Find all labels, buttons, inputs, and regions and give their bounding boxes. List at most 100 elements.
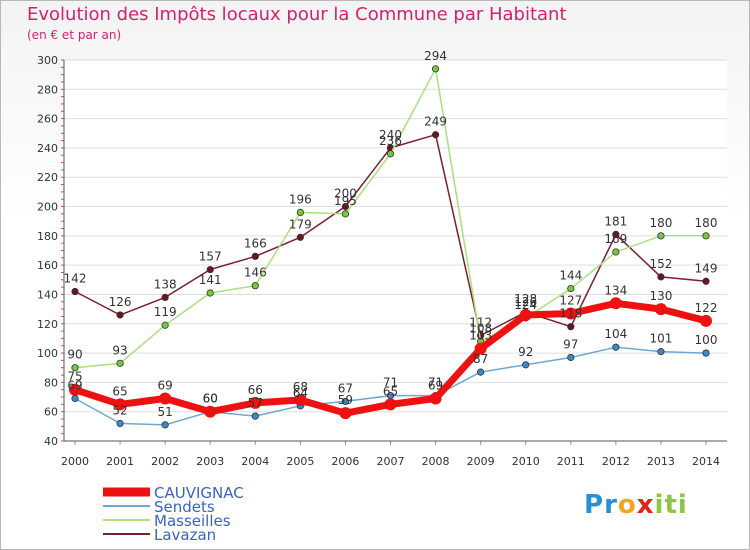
y-tick-label: 140	[37, 288, 58, 301]
data-point-lavazan	[296, 233, 304, 241]
data-point-sendets	[567, 353, 575, 362]
data-point-sendets	[71, 394, 79, 403]
data-point-cauvignac	[519, 308, 532, 321]
y-tick-label: 220	[37, 171, 58, 184]
logo-letter: t	[664, 490, 678, 520]
y-tick-label: 280	[37, 83, 58, 96]
data-label-lavazan: 138	[154, 277, 177, 291]
data-point-sendets	[612, 343, 620, 351]
data-label-lavazan: 240	[379, 128, 402, 142]
data-point-cauvignac	[700, 314, 712, 327]
data-label-lavazan: 200	[334, 187, 357, 201]
data-point-lavazan	[161, 293, 169, 301]
data-point-cauvignac	[294, 393, 307, 406]
data-label-cauvignac: 103	[469, 329, 492, 343]
legend-label-lavazan: Lavazan	[154, 526, 216, 544]
x-tick-label: 2008	[422, 455, 450, 468]
y-tick-label: 160	[37, 259, 58, 272]
data-label-masseilles: 108	[469, 321, 492, 335]
x-tick-label: 2012	[602, 455, 630, 468]
data-point-masseilles	[431, 65, 440, 73]
x-tick-label: 2007	[377, 455, 405, 468]
data-label-sendets: 71	[383, 376, 398, 390]
data-point-cauvignac	[609, 297, 622, 310]
data-point-masseilles	[567, 284, 575, 293]
data-label-masseilles: 180	[649, 216, 672, 230]
data-label-lavazan: 249	[424, 115, 447, 129]
legend-label-cauvignac: CAUVIGNAC	[154, 484, 244, 502]
data-point-sendets	[116, 419, 124, 428]
data-label-sendets: 64	[293, 386, 308, 400]
data-point-lavazan	[251, 252, 259, 260]
data-point-masseilles	[657, 232, 665, 240]
data-label-masseilles: 169	[604, 232, 627, 246]
data-point-sendets	[657, 348, 665, 356]
data-label-cauvignac: 134	[604, 283, 627, 297]
data-point-masseilles	[251, 282, 259, 290]
data-point-masseilles	[161, 321, 169, 329]
y-tick-label: 180	[37, 230, 58, 243]
data-label-cauvignac: 66	[248, 383, 263, 397]
y-tick-label: 300	[37, 54, 58, 67]
data-label-lavazan: 166	[244, 236, 267, 250]
logo-letter: o	[617, 490, 637, 520]
data-label-sendets: 87	[473, 352, 488, 366]
data-label-lavazan: 112	[469, 315, 492, 329]
data-label-lavazan: 157	[199, 250, 222, 264]
data-label-lavazan: 126	[109, 295, 132, 309]
data-label-masseilles: 236	[379, 134, 402, 148]
data-label-lavazan: 181	[604, 214, 627, 228]
data-label-lavazan: 149	[695, 261, 718, 275]
data-point-sendets	[251, 412, 259, 420]
data-label-sendets: 52	[112, 403, 127, 417]
data-point-sendets	[341, 397, 350, 406]
x-tick-label: 2014	[692, 455, 720, 468]
data-label-sendets: 51	[158, 405, 173, 419]
logo-letter: r	[604, 490, 618, 520]
data-label-masseilles: 93	[112, 343, 127, 357]
data-point-cauvignac	[159, 392, 172, 405]
x-tick-label: 2004	[241, 455, 269, 468]
data-label-sendets: 71	[428, 376, 443, 390]
y-tick-label: 80	[44, 376, 58, 389]
data-label-masseilles: 90	[67, 348, 82, 362]
data-label-lavazan: 179	[289, 217, 312, 231]
data-label-sendets: 100	[695, 333, 718, 347]
data-point-masseilles	[341, 210, 350, 218]
logo-letter: i	[654, 490, 665, 520]
y-tick-label: 200	[37, 201, 58, 214]
data-point-masseilles	[296, 208, 304, 216]
data-label-lavazan: 152	[649, 257, 672, 271]
data-label-sendets: 69	[67, 379, 82, 393]
y-tick-label: 100	[37, 347, 58, 360]
data-label-cauvignac: 126	[514, 295, 537, 309]
data-label-cauvignac: 127	[559, 294, 582, 308]
data-point-lavazan	[612, 230, 620, 238]
y-tick-label: 240	[37, 142, 58, 155]
x-tick-label: 2006	[331, 455, 359, 468]
data-label-sendets: 92	[518, 345, 533, 359]
data-label-masseilles: 144	[559, 269, 582, 283]
data-point-cauvignac	[384, 398, 397, 411]
data-point-lavazan	[341, 202, 350, 211]
data-point-cauvignac	[429, 392, 442, 405]
data-label-cauvignac: 122	[695, 301, 718, 315]
data-label-masseilles: 195	[334, 194, 357, 208]
data-point-cauvignac	[204, 405, 217, 418]
data-point-masseilles	[702, 232, 710, 240]
x-tick-label: 2005	[286, 455, 314, 468]
legend-label-masseilles: Masseilles	[154, 512, 231, 530]
data-label-cauvignac: 65	[112, 384, 127, 398]
data-label-cauvignac: 130	[649, 289, 672, 303]
data-point-cauvignac	[474, 342, 487, 355]
data-label-cauvignac: 69	[428, 379, 443, 393]
x-tick-label: 2010	[512, 455, 540, 468]
data-label-sendets: 101	[649, 332, 672, 346]
data-label-sendets: 57	[248, 396, 263, 410]
data-label-lavazan: 142	[64, 272, 87, 286]
proxiti-logo: Proxiti	[584, 490, 688, 520]
data-label-lavazan: 128	[514, 292, 537, 306]
data-label-masseilles: 119	[154, 305, 177, 319]
data-label-masseilles: 294	[424, 49, 447, 63]
